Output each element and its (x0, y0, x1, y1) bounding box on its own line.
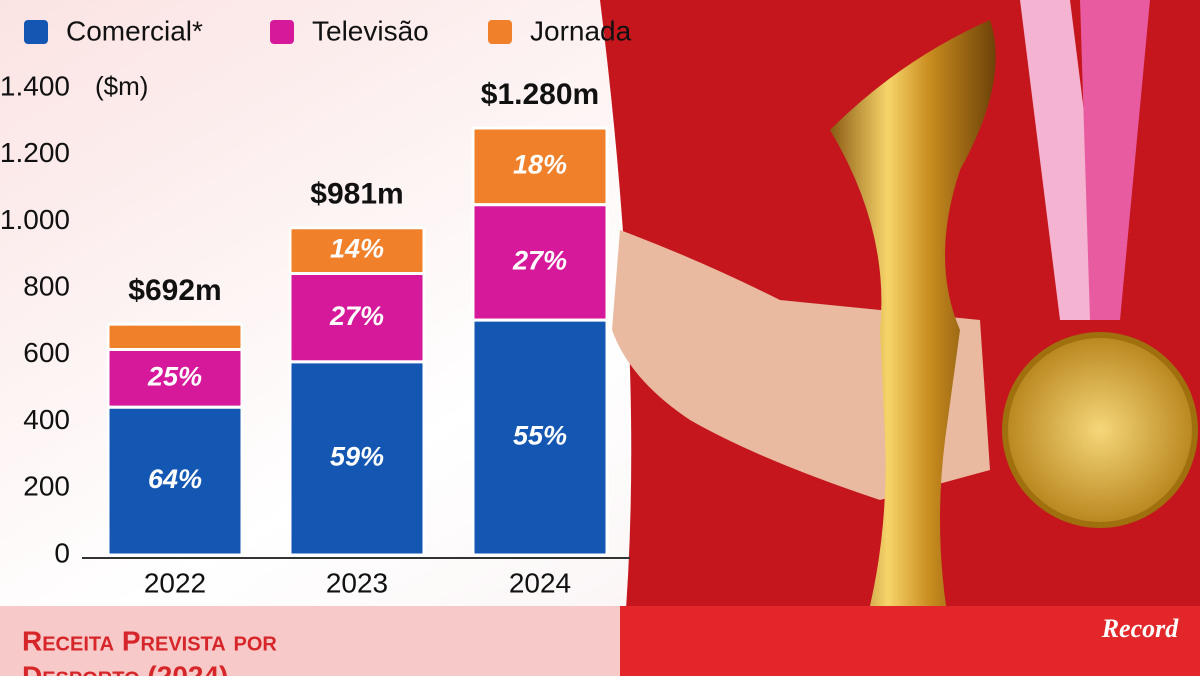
bar-segment (288, 360, 426, 557)
bottom-panel (0, 606, 620, 676)
y-tick-label: 400 (23, 404, 70, 435)
share-label: 18% (513, 150, 567, 180)
share-label: 14% (330, 234, 384, 264)
legend-swatch (270, 20, 294, 44)
legend-label: Televisão (312, 15, 429, 46)
bar-segment (106, 405, 244, 557)
y-tick-label: 1.000 (0, 204, 70, 235)
x-tick-label: 2024 (509, 567, 571, 598)
x-tick-label: 2023 (326, 567, 388, 598)
total-label: $981m (310, 178, 403, 211)
y-tick-label: 1.200 (0, 137, 70, 168)
total-label: $1.280m (481, 78, 599, 111)
logo: Record (1101, 614, 1180, 643)
y-tick-label: 600 (23, 337, 70, 368)
y-unit: ($m) (95, 71, 148, 101)
y-tick-label: 0 (54, 537, 70, 568)
share-label: 55% (513, 421, 567, 451)
legend-label: Comercial* (66, 15, 203, 46)
bar-segment (471, 318, 609, 557)
ribbon (1080, 0, 1150, 320)
y-tick-label: 800 (23, 271, 70, 302)
y-tick-label: 1.400 (0, 70, 70, 101)
bar-segment (106, 322, 244, 352)
legend-label: Jornada (530, 15, 632, 46)
medal (1002, 332, 1198, 528)
share-label: 27% (329, 301, 384, 331)
x-tick-label: 2022 (144, 567, 206, 598)
subtitle: Desporto (2024) (22, 660, 228, 676)
share-label: 64% (148, 464, 202, 494)
share-label: 27% (512, 246, 567, 276)
total-label: $692m (128, 274, 221, 307)
legend-swatch (24, 20, 48, 44)
subtitle: Receita Prevista por (22, 625, 277, 656)
trophy (830, 20, 996, 676)
y-tick-label: 200 (23, 471, 70, 502)
legend-swatch (488, 20, 512, 44)
share-label: 59% (330, 442, 384, 472)
share-label: 25% (147, 361, 202, 391)
